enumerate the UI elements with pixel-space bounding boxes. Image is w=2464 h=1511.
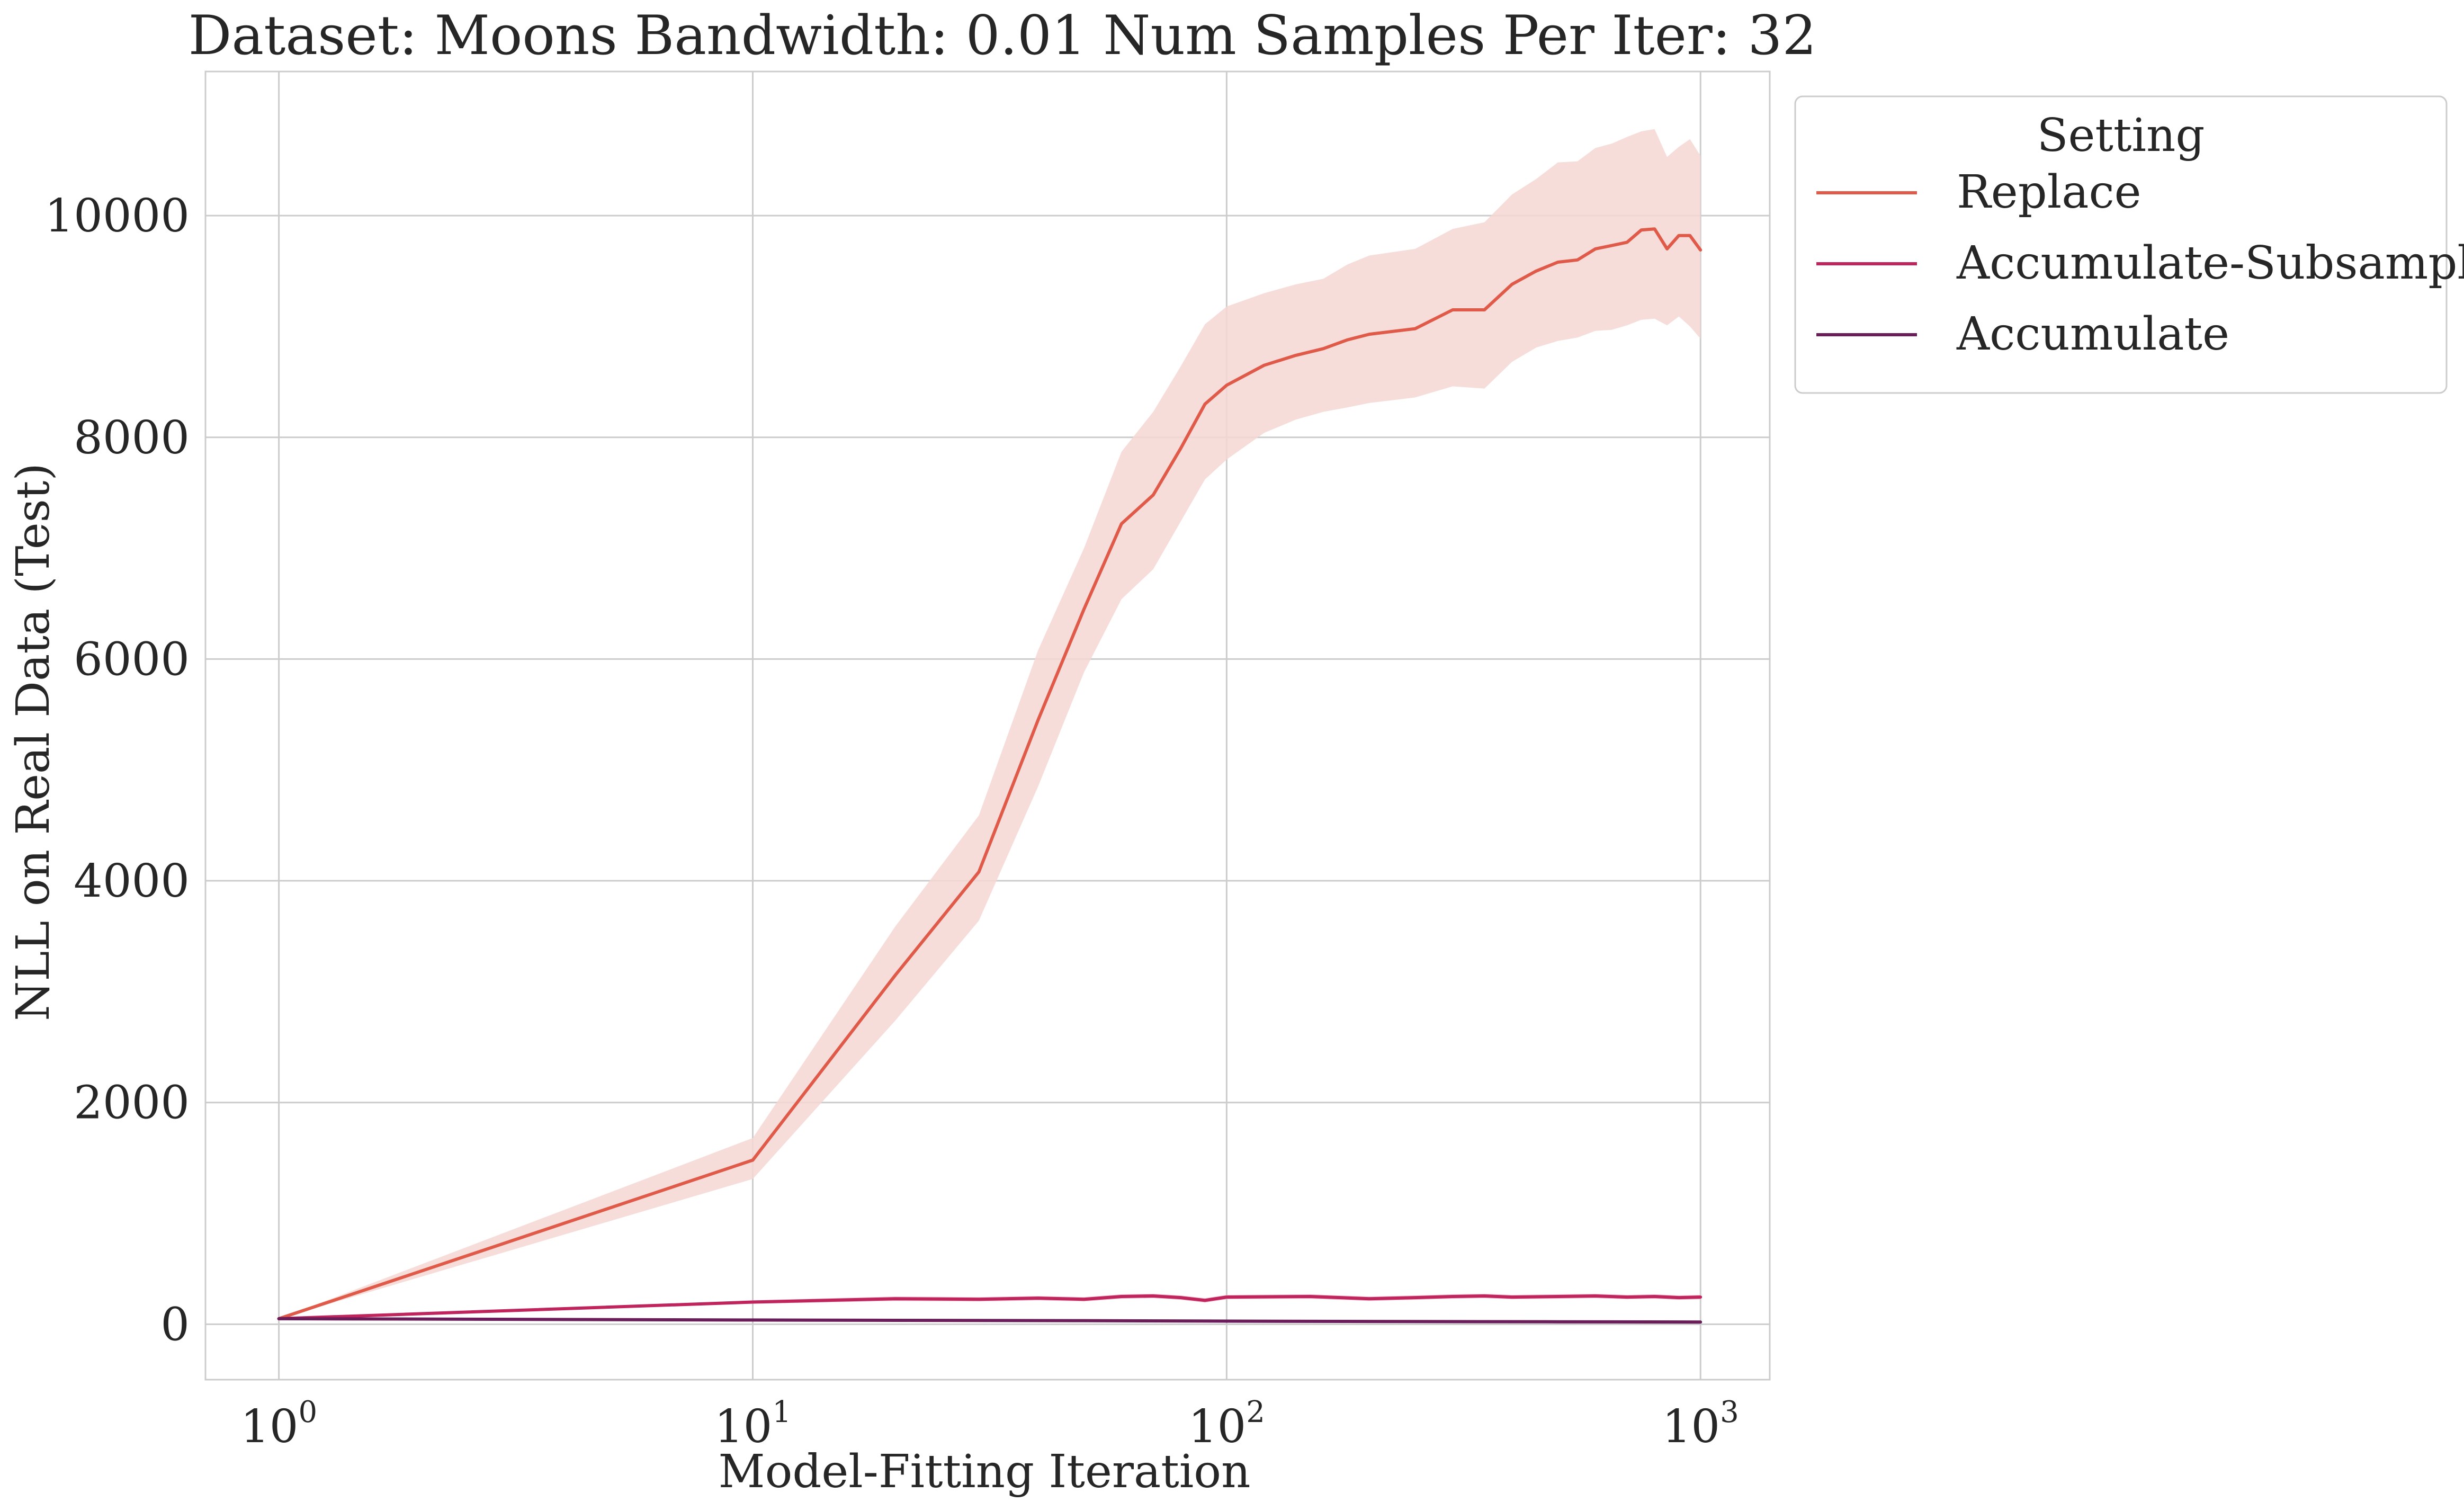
accumulate-subsample-band [279, 1293, 1701, 1319]
y-tick-label-0: 0 [160, 1298, 190, 1351]
x-tick-base-0: 10 [240, 1400, 298, 1453]
x-tick-exponent-1: 1 [772, 1395, 791, 1429]
y-tick-label-1: 2000 [74, 1077, 190, 1130]
y-axis-label: NLL on Real Data (Test) [7, 463, 60, 1021]
x-tick-exponent-0: 0 [299, 1395, 318, 1429]
y-tick-label-3: 6000 [74, 633, 190, 686]
x-tick-base-2: 10 [1188, 1400, 1246, 1453]
accumulate-line [277, 1317, 1703, 1324]
y-tick-label-4: 8000 [74, 412, 190, 464]
replace-line [277, 227, 1703, 1320]
x-axis-ticks: 100 101 102 103 [240, 1395, 1739, 1453]
legend-box [1794, 95, 2448, 394]
x-tick-label-3: 103 [1662, 1395, 1739, 1453]
replace-band [279, 129, 1701, 1319]
x-axis-label: Model-Fitting Iteration [719, 1445, 1251, 1498]
x-tick-exponent-3: 3 [1720, 1395, 1739, 1429]
x-tick-exponent-2: 2 [1246, 1395, 1265, 1429]
y-axis-ticks: 0 2000 4000 6000 8000 10000 [44, 190, 190, 1351]
legend: Setting Replace Accumulate-Subsample Accum… [1794, 95, 2464, 394]
chart-title: Dataset: Moons Bandwidth: 0.01 Num Sampl… [189, 4, 1817, 67]
x-tick-base-1: 10 [714, 1400, 772, 1453]
y-tick-label-2: 4000 [74, 855, 190, 908]
x-tick-base-3: 10 [1662, 1400, 1720, 1453]
legend-label-accumulate-subsample: Accumulate-Subsample [1956, 237, 2464, 290]
legend-label-replace: Replace [1957, 166, 2142, 219]
accumulate-subsample-line [277, 1294, 1703, 1320]
series-lines [277, 227, 1703, 1324]
plot-area-frame [204, 70, 1771, 1381]
x-tick-label-1: 101 [714, 1395, 791, 1453]
legend-label-accumulate: Accumulate [1956, 308, 2229, 361]
legend-title: Setting [2037, 109, 2205, 162]
x-tick-label-2: 102 [1188, 1395, 1265, 1453]
x-tick-label-0: 100 [240, 1395, 317, 1453]
y-tick-label-5: 10000 [44, 190, 190, 243]
legend-entries: Replace Accumulate-Subsample Accumulate [1816, 166, 2464, 361]
